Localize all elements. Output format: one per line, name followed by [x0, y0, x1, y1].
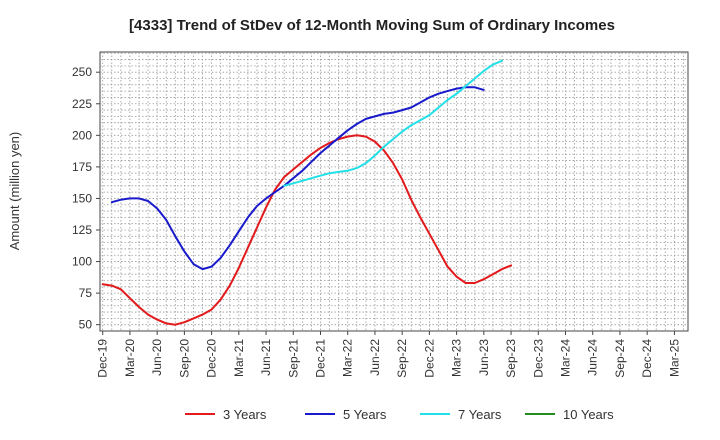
legend-label: 5 Years	[343, 407, 387, 422]
x-tick-label: Jun-21	[259, 339, 273, 376]
y-tick-label: 75	[79, 286, 93, 300]
x-tick-label: Dec-21	[314, 339, 328, 378]
x-tick-label: Sep-21	[286, 339, 300, 378]
y-tick-label: 100	[72, 255, 92, 269]
x-tick-label: Dec-22	[422, 339, 436, 378]
x-tick-label: Mar-20	[123, 339, 137, 377]
x-tick-label: Sep-23	[504, 339, 518, 378]
x-tick-label: Jun-24	[586, 339, 600, 376]
x-tick-label: Mar-23	[450, 339, 464, 377]
chart-title: [4333] Trend of StDev of 12-Month Moving…	[129, 17, 615, 34]
x-tick-label: Mar-24	[559, 339, 573, 377]
x-tick-label: Jun-22	[368, 339, 382, 376]
y-tick-label: 200	[72, 128, 92, 142]
x-tick-label: Sep-22	[395, 339, 409, 378]
x-tick-label: Dec-20	[205, 339, 219, 378]
x-tick-label: Mar-21	[232, 339, 246, 377]
y-tick-label: 225	[72, 97, 92, 111]
x-tick-label: Dec-24	[640, 339, 654, 378]
x-tick-label: Mar-25	[667, 339, 681, 377]
series-line-3-years	[101, 134, 513, 326]
legend: 3 Years 5 Years 7 Years 10 Years	[185, 407, 614, 422]
x-tick-label: Sep-24	[613, 339, 627, 378]
x-tick-label: Dec-23	[531, 339, 545, 378]
x-tick-label: Jun-20	[150, 339, 164, 376]
legend-label: 7 Years	[458, 407, 502, 422]
legend-label: 3 Years	[223, 407, 267, 422]
y-tick-label: 125	[72, 223, 92, 237]
y-tick-label: 250	[72, 65, 92, 79]
y-axis-label: Amount (million yen)	[7, 132, 22, 251]
x-tick-label: Jun-23	[477, 339, 491, 376]
legend-label: 10 Years	[563, 407, 614, 422]
plot-frame	[99, 51, 689, 332]
y-tick-label: 50	[79, 318, 93, 332]
x-tick-label: Sep-20	[177, 339, 191, 378]
x-tick-label: Dec-19	[96, 339, 110, 378]
plot-area: 50 75 100 125 150 175 200 225 250 Dec-19 Mar-20 Jun…	[72, 51, 689, 378]
x-tick-label: Mar-22	[341, 339, 355, 377]
series-line-7-years	[283, 59, 503, 187]
series-line-5-years	[110, 86, 485, 271]
y-tick-label: 175	[72, 160, 92, 174]
y-tick-label: 150	[72, 191, 92, 205]
